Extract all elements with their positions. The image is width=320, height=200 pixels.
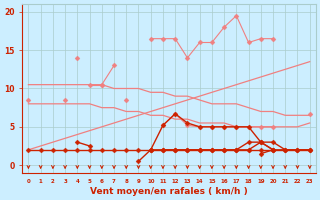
X-axis label: Vent moyen/en rafales ( km/h ): Vent moyen/en rafales ( km/h ) — [90, 187, 248, 196]
